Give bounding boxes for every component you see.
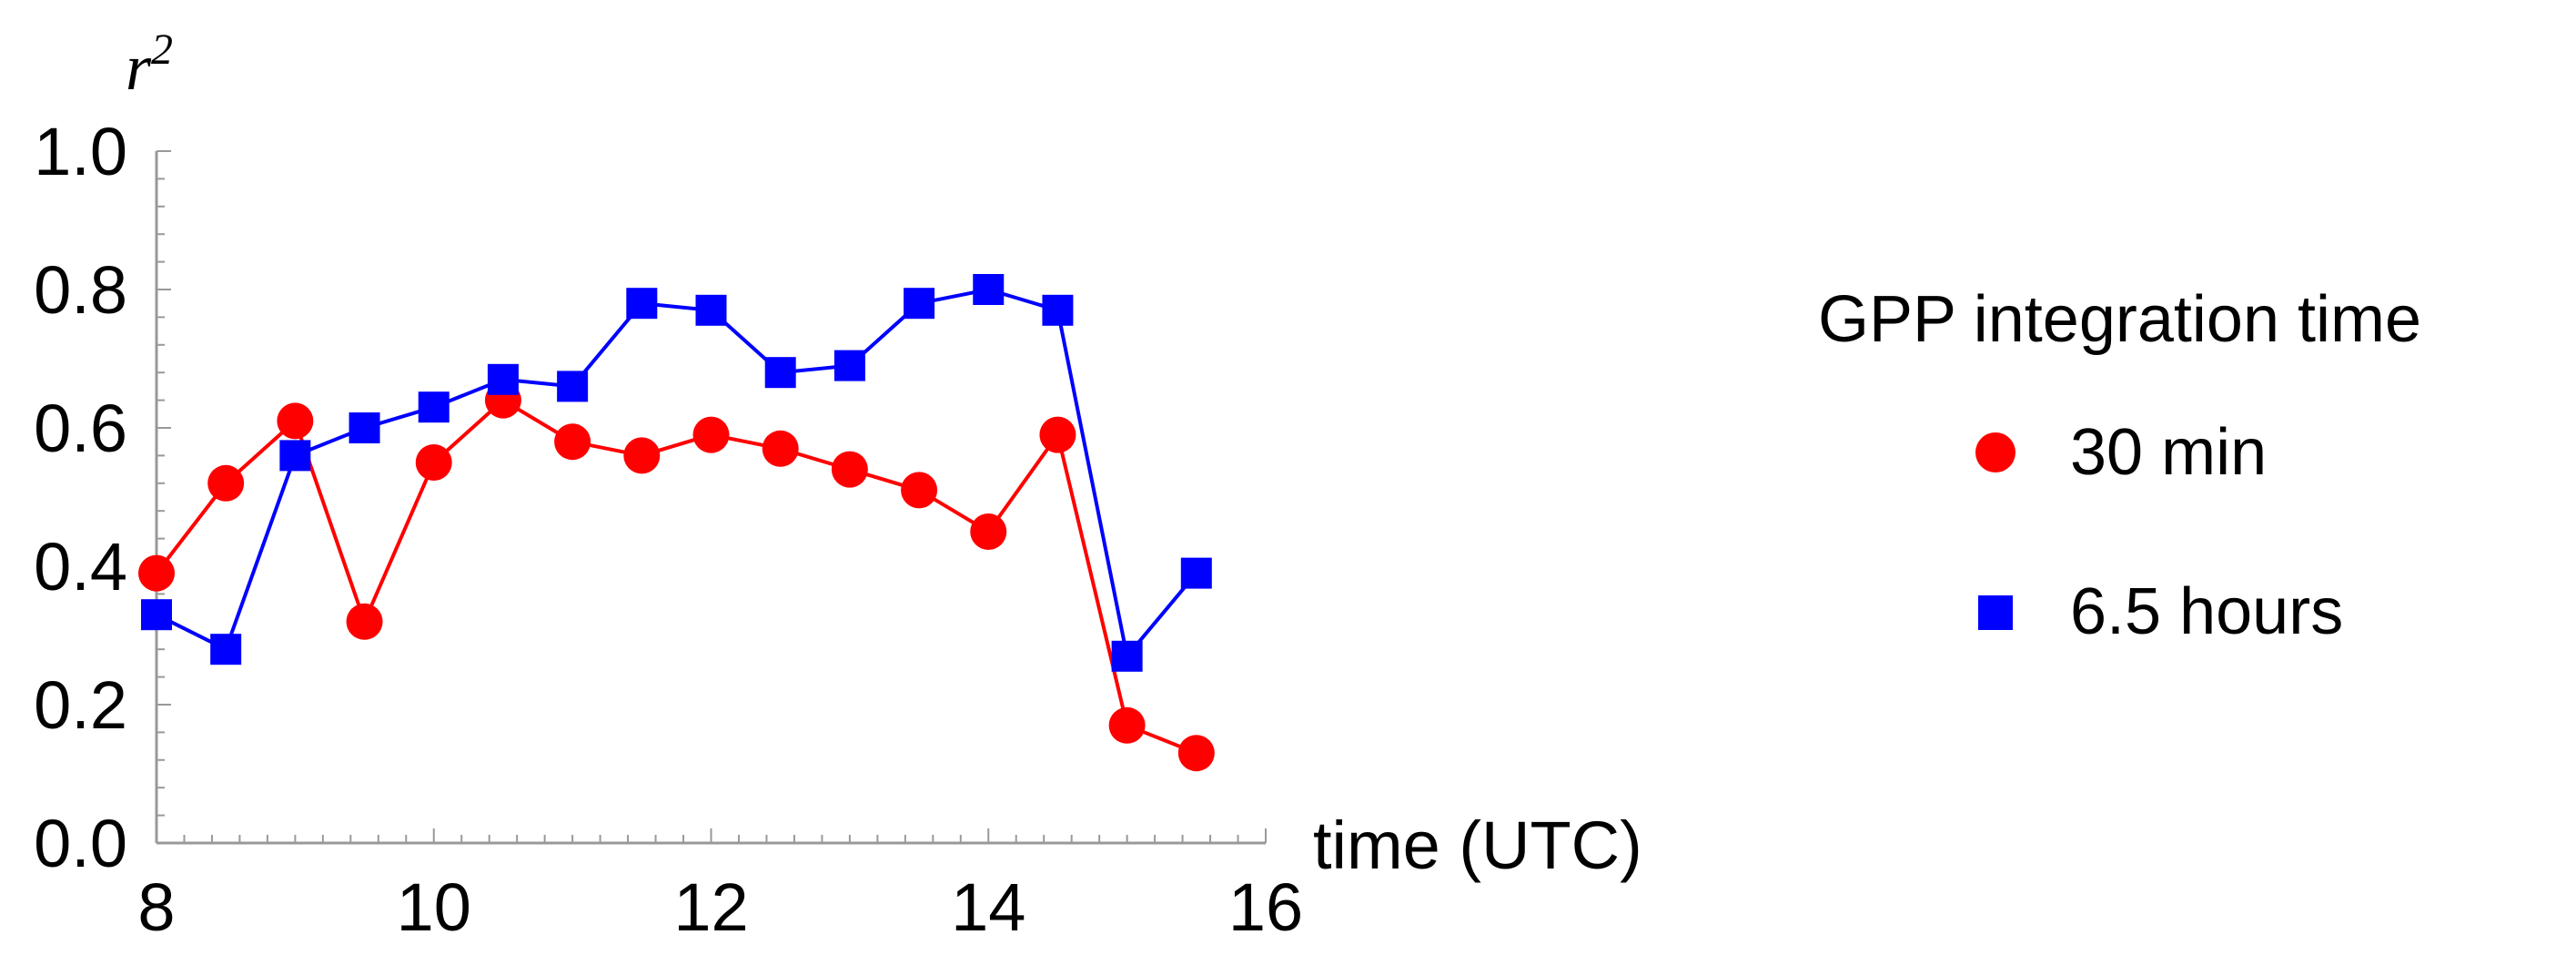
data-point	[764, 357, 796, 389]
legend-marker-6-5-hours	[1978, 595, 2013, 630]
x-tick-label: 14	[951, 869, 1025, 945]
data-point	[831, 451, 868, 488]
x-axis-label: time (UTC)	[1313, 808, 1642, 883]
data-point	[1111, 640, 1143, 672]
data-point	[415, 444, 452, 481]
y-tick-label: 0.8	[34, 252, 127, 328]
x-tick-label: 10	[397, 869, 471, 945]
data-point	[973, 274, 1005, 305]
y-tick-labels: 0.0 0.2 0.4 0.6 0.8 1.0	[34, 114, 127, 881]
data-point	[1039, 416, 1076, 453]
data-point	[1180, 557, 1212, 589]
data-point	[346, 603, 383, 640]
series-6-5-hours	[141, 274, 1212, 672]
data-point	[692, 416, 730, 453]
data-point	[1042, 294, 1074, 326]
x-tick-label: 16	[1228, 869, 1303, 945]
data-point	[554, 423, 591, 461]
x-minor-ticks	[156, 828, 1267, 843]
data-point	[279, 440, 311, 472]
y-tick-label: 1.0	[34, 114, 127, 189]
data-point	[207, 464, 245, 502]
y-tick-label: 0.0	[34, 806, 127, 881]
legend: GPP integration time 30 min 6.5 hours	[1818, 283, 2421, 648]
data-point	[349, 412, 380, 443]
data-point	[833, 350, 865, 381]
y-axis-label-base: r	[126, 31, 152, 104]
data-point	[277, 402, 314, 440]
axes: 0.0 0.2 0.4 0.6 0.8 1.0 8 10 12 14 16	[34, 114, 1303, 945]
data-point	[626, 288, 658, 320]
data-point	[210, 634, 242, 665]
data-point	[1108, 706, 1146, 744]
data-point	[141, 599, 172, 631]
data-point	[695, 294, 727, 326]
data-point	[138, 554, 175, 592]
legend-label-30-min: 30 min	[2070, 416, 2267, 489]
legend-label-6-5-hours: 6.5 hours	[2070, 575, 2343, 648]
legend-marker-30-min	[1975, 432, 2015, 472]
plot-area	[138, 274, 1215, 772]
data-point	[487, 363, 519, 395]
data-point	[418, 391, 450, 423]
data-point	[623, 437, 661, 474]
data-point	[901, 472, 938, 509]
series-line	[156, 287, 1198, 661]
y-tick-label: 0.6	[34, 391, 127, 466]
y-axis-label: r2	[126, 25, 173, 104]
legend-title: GPP integration time	[1818, 283, 2421, 356]
series-line	[155, 398, 1197, 756]
y-tick-label: 0.4	[34, 529, 127, 604]
data-point	[970, 513, 1007, 550]
data-point	[762, 430, 799, 467]
series-30-min	[138, 381, 1215, 772]
data-point	[557, 371, 589, 402]
data-point	[904, 288, 935, 320]
data-point	[1177, 735, 1215, 772]
x-tick-labels: 8 10 12 14 16	[137, 869, 1303, 945]
y-minor-ticks	[157, 150, 171, 844]
y-axis-label-superscript: 2	[151, 25, 173, 74]
y-tick-label: 0.2	[34, 667, 127, 743]
x-tick-label: 8	[137, 869, 175, 945]
x-tick-label: 12	[673, 869, 748, 945]
